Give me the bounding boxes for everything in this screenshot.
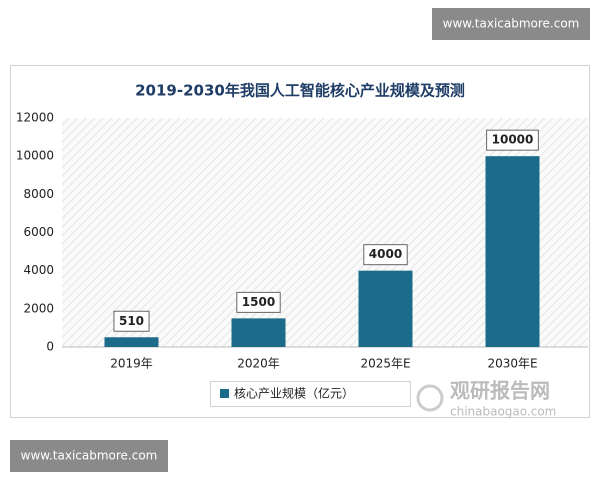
x-tick-label: 2020年 bbox=[237, 357, 280, 371]
value-label: 10000 bbox=[492, 133, 534, 147]
value-label-box bbox=[236, 291, 281, 313]
watermark: www.taxicabmore.com bbox=[21, 449, 158, 463]
value-label-box bbox=[486, 129, 539, 151]
y-tick-label: 10000 bbox=[16, 149, 54, 163]
value-label: 4000 bbox=[369, 247, 402, 261]
y-tick-label: 8000 bbox=[23, 187, 54, 201]
y-tick-label: 6000 bbox=[23, 225, 54, 239]
bar bbox=[104, 337, 159, 347]
chart-title: 2019-2030年我国人工智能核心产业规模及预测 bbox=[135, 82, 465, 100]
legend-box bbox=[210, 381, 411, 407]
logo-icon bbox=[416, 384, 444, 412]
y-tick-label: 4000 bbox=[23, 263, 54, 277]
value-label: 510 bbox=[119, 314, 144, 328]
x-tick-label: 2019年 bbox=[110, 357, 153, 371]
legend-label: 核心产业规模（亿元） bbox=[234, 386, 354, 401]
legend-swatch bbox=[220, 389, 229, 398]
value-label-box bbox=[363, 244, 408, 266]
watermark-box bbox=[432, 8, 590, 40]
logo-url: chinabaogao.com bbox=[450, 405, 556, 419]
y-tick-label: 2000 bbox=[23, 301, 54, 315]
y-tick-label: 12000 bbox=[16, 111, 54, 125]
watermark-box bbox=[10, 440, 168, 472]
logo-name: 观研报告网 bbox=[450, 379, 550, 403]
value-label: 1500 bbox=[242, 295, 275, 309]
bar bbox=[231, 318, 286, 347]
bar bbox=[485, 156, 540, 347]
watermark: www.taxicabmore.com bbox=[443, 17, 580, 31]
x-tick-label: 2025年E bbox=[360, 357, 410, 371]
x-tick-label: 2030年E bbox=[487, 357, 537, 371]
y-tick-label: 0 bbox=[46, 340, 54, 354]
value-label-box bbox=[113, 310, 150, 332]
bar bbox=[358, 270, 413, 347]
